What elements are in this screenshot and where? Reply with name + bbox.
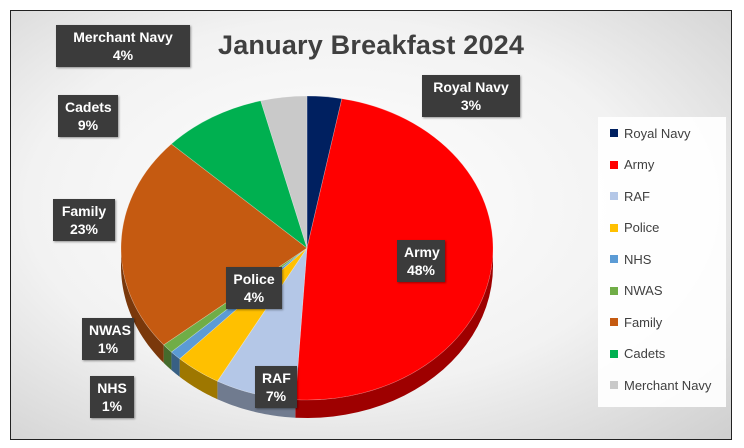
legend-item-nhs: NHS	[610, 249, 651, 269]
data-label-name: Royal Navy	[433, 79, 509, 95]
data-label-name: Cadets	[65, 99, 112, 115]
slice-side-nwas	[163, 344, 172, 371]
slice-side-army	[295, 248, 493, 418]
legend-item-royal-navy: Royal Navy	[610, 123, 690, 143]
slice-royal-navy	[306, 95, 343, 249]
data-label-name: Police	[233, 271, 275, 287]
legend-swatch	[610, 255, 618, 263]
data-label-army: Army 48%	[397, 240, 445, 282]
data-label-name: NHS	[97, 380, 127, 396]
data-label-cadets: Cadets 9%	[58, 95, 118, 137]
legend-swatch	[610, 160, 618, 169]
slice-side-police	[179, 358, 218, 400]
data-label-royal-navy: Royal Navy 3%	[422, 75, 520, 117]
data-label-raf: RAF 7%	[255, 366, 297, 408]
data-label-value: 1%	[97, 340, 119, 356]
slice-side-family	[121, 248, 164, 363]
data-label-name: Family	[61, 203, 107, 219]
data-label-value: 4%	[243, 289, 265, 305]
legend-swatch	[610, 286, 618, 295]
legend-swatch	[610, 381, 618, 389]
legend-item-army: Army	[610, 155, 654, 175]
legend-item-cadets: Cadets	[610, 344, 665, 364]
legend-label: Family	[624, 314, 663, 330]
slice-side-nhs	[171, 352, 180, 377]
legend: Royal Navy Army RAF Police NHS NWAS Family Cade…	[598, 117, 726, 407]
legend-item-police: Police	[610, 218, 659, 238]
data-label-family: Family 23%	[53, 199, 115, 241]
legend-label: Royal Navy	[624, 125, 691, 141]
legend-label: Army	[624, 157, 655, 172]
legend-swatch	[610, 129, 618, 137]
data-label-value: 48%	[406, 262, 436, 278]
data-label-merchant-navy: Merchant Navy 4%	[56, 25, 190, 67]
data-label-value: 7%	[265, 388, 287, 404]
legend-label: Police	[624, 220, 660, 235]
data-label-police: Police 4%	[226, 267, 282, 309]
data-label-value: 9%	[77, 117, 99, 133]
legend-item-family: Family	[610, 312, 662, 332]
data-label-nwas: NWAS 1%	[82, 318, 134, 360]
legend-item-raf: RAF	[610, 186, 650, 206]
data-label-name: NWAS	[89, 322, 131, 338]
legend-label: NHS	[624, 251, 652, 267]
data-label-name: Merchant Navy	[73, 29, 173, 45]
legend-label: RAF	[624, 188, 650, 204]
slice-merchant-navy	[260, 95, 308, 249]
data-label-name: RAF	[262, 370, 291, 386]
chart-title: January Breakfast 2024	[218, 30, 525, 60]
legend-item-nwas: NWAS	[610, 281, 663, 301]
data-label-value: 23%	[69, 221, 99, 237]
legend-label: Merchant Navy	[624, 377, 712, 393]
legend-swatch	[610, 192, 618, 200]
data-label-value: 4%	[112, 47, 134, 63]
legend-item-merchant-navy: Merchant Navy	[610, 375, 711, 395]
legend-label: Cadets	[624, 346, 666, 361]
slice-family	[120, 143, 308, 346]
legend-label: NWAS	[624, 283, 663, 298]
data-label-nhs: NHS 1%	[90, 376, 134, 418]
data-label-value: 3%	[460, 97, 482, 113]
legend-swatch	[610, 223, 618, 232]
legend-swatch	[610, 318, 618, 326]
slice-cadets	[170, 100, 308, 249]
data-label-name: Army	[404, 244, 440, 260]
slice-army	[294, 98, 494, 401]
legend-swatch	[610, 349, 618, 358]
data-label-value: 1%	[101, 398, 123, 414]
